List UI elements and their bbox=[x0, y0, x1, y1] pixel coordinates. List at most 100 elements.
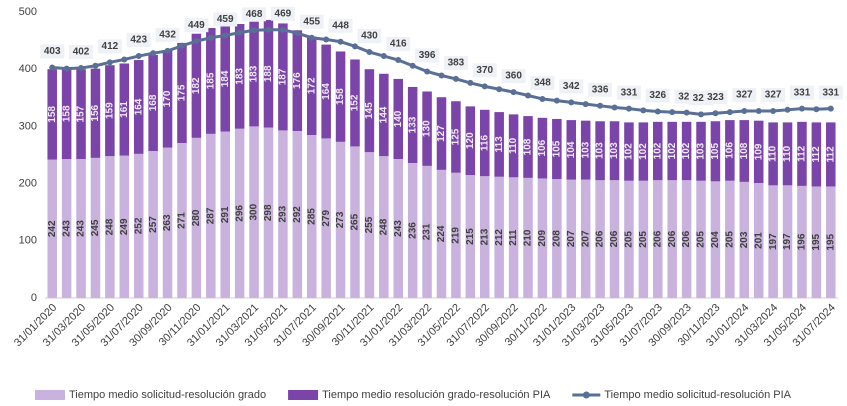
bar-segment bbox=[177, 142, 187, 298]
data-label: 206 bbox=[667, 230, 678, 247]
data-label: 212 bbox=[494, 229, 505, 246]
data-label: 213 bbox=[479, 228, 490, 245]
data-label: 195 bbox=[825, 233, 836, 250]
data-label: 205 bbox=[624, 231, 635, 248]
data-label: 468 bbox=[246, 9, 263, 20]
line-marker bbox=[553, 97, 560, 104]
data-label: 133 bbox=[407, 116, 418, 133]
data-label: 285 bbox=[306, 208, 317, 225]
data-label-bg bbox=[299, 14, 324, 29]
bar-segment bbox=[595, 180, 605, 298]
data-label: 296 bbox=[234, 205, 245, 222]
data-label: 300 bbox=[249, 203, 260, 220]
bar-segment bbox=[465, 106, 476, 176]
data-label: 327 bbox=[736, 90, 753, 101]
bar-segment bbox=[681, 121, 692, 181]
data-label: 206 bbox=[681, 230, 692, 247]
data-label: 106 bbox=[537, 139, 548, 156]
bar-segment bbox=[90, 68, 101, 158]
data-label: 448 bbox=[332, 20, 349, 31]
bar-segment bbox=[191, 137, 202, 298]
data-label: 108 bbox=[523, 138, 534, 155]
data-label: 110 bbox=[768, 145, 779, 162]
bar-segment bbox=[119, 63, 130, 156]
data-label: 370 bbox=[476, 65, 493, 76]
bar-segment bbox=[566, 179, 577, 298]
data-label: 210 bbox=[523, 229, 534, 246]
y-tick-label: 400 bbox=[19, 63, 37, 75]
bar-segment bbox=[797, 185, 807, 298]
data-label: 102 bbox=[624, 143, 635, 160]
data-label: 324 bbox=[678, 91, 695, 102]
legend-swatch bbox=[582, 391, 590, 399]
data-label: 265 bbox=[350, 213, 361, 230]
legend-item: Tiempo medio solicitud-resolución PIA bbox=[572, 389, 792, 401]
data-label: 157 bbox=[76, 105, 87, 122]
data-label: 432 bbox=[159, 30, 176, 41]
bar-segment bbox=[133, 153, 144, 298]
line-marker bbox=[568, 99, 575, 106]
bar-segment bbox=[379, 156, 389, 298]
line-marker bbox=[452, 75, 459, 82]
data-label-bg bbox=[703, 90, 728, 105]
line-marker bbox=[150, 50, 157, 57]
data-label: 103 bbox=[696, 143, 707, 160]
data-label: 249 bbox=[119, 218, 130, 235]
legend-swatch bbox=[35, 390, 65, 400]
data-label: 113 bbox=[494, 136, 505, 153]
data-label: 336 bbox=[592, 84, 609, 95]
legend-label: Tiempo medio solicitud-resolución grado bbox=[69, 389, 266, 401]
bar-segment bbox=[148, 54, 158, 151]
data-label-bg bbox=[242, 7, 267, 22]
bar-segment bbox=[609, 180, 620, 298]
bar-segment bbox=[306, 36, 317, 135]
line-marker bbox=[467, 79, 474, 86]
data-label: 331 bbox=[794, 87, 811, 98]
bar-segment bbox=[508, 177, 519, 298]
bar-segment bbox=[90, 157, 101, 298]
legend-label: Tiempo medio solicitud-resolución PIA bbox=[604, 389, 791, 401]
bar-segment bbox=[624, 180, 634, 298]
bar-segment bbox=[811, 186, 822, 298]
bar-segment bbox=[133, 60, 144, 154]
bar-segment bbox=[234, 128, 245, 298]
data-label: 161 bbox=[119, 101, 130, 118]
bar-segment bbox=[364, 69, 375, 153]
data-label: 327 bbox=[765, 90, 782, 101]
bar-segment bbox=[609, 121, 620, 181]
line-marker bbox=[755, 107, 762, 114]
data-label: 170 bbox=[162, 90, 173, 107]
line-marker bbox=[351, 43, 358, 50]
legend-item: Tiempo medio solicitud-resolución grado bbox=[35, 389, 266, 401]
data-label: 323 bbox=[707, 92, 724, 103]
data-label: 280 bbox=[191, 209, 202, 226]
line-marker bbox=[380, 53, 387, 60]
bar-segment bbox=[436, 169, 447, 298]
data-label: 102 bbox=[667, 142, 678, 159]
data-label: 127 bbox=[436, 125, 447, 142]
bar-segment bbox=[508, 114, 519, 178]
data-label: 206 bbox=[652, 230, 663, 247]
data-label: 469 bbox=[275, 8, 292, 19]
bar-segment bbox=[653, 121, 663, 181]
bar-segment bbox=[148, 150, 158, 298]
data-label: 423 bbox=[130, 35, 147, 46]
data-label-bg bbox=[789, 85, 814, 100]
bar-segment bbox=[523, 177, 533, 298]
bar-segment bbox=[335, 141, 346, 298]
bar-segment bbox=[321, 138, 331, 298]
data-label: 207 bbox=[580, 230, 591, 247]
data-label: 183 bbox=[249, 65, 260, 82]
bar-segment bbox=[162, 147, 173, 298]
bar-segment bbox=[595, 121, 605, 181]
data-label: 183 bbox=[234, 68, 245, 85]
data-label: 331 bbox=[822, 87, 839, 98]
data-label: 248 bbox=[378, 218, 389, 235]
line-marker bbox=[625, 105, 632, 112]
bar-segment bbox=[710, 181, 721, 298]
bar-segment bbox=[696, 180, 706, 298]
line-marker bbox=[582, 101, 589, 108]
data-label-bg bbox=[761, 87, 786, 102]
bar-segment bbox=[782, 185, 793, 298]
data-label: 205 bbox=[638, 231, 649, 248]
